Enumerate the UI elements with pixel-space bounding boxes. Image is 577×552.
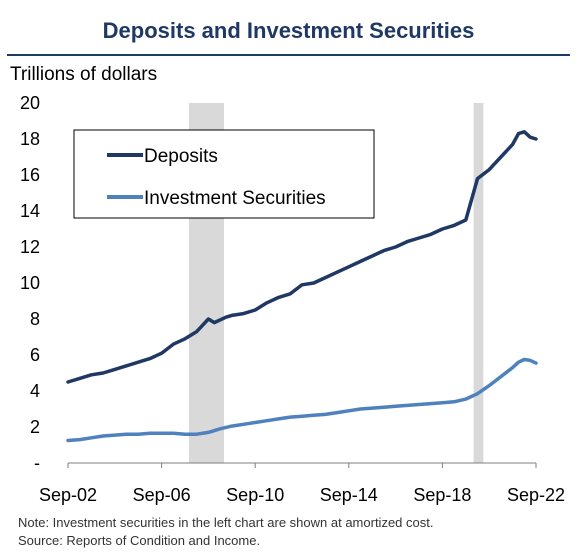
y-tick-label: 12 xyxy=(20,237,40,257)
line-chart: - 2 4 6 8 10 12 14 16 18 20 Sep-02 Sep-06 Sep-10 Sep-1… xyxy=(20,93,565,505)
y-tick-label: 10 xyxy=(20,273,40,293)
y-tick-label: 8 xyxy=(30,309,40,329)
recession-band-2 xyxy=(473,103,484,463)
legend-box xyxy=(73,129,375,219)
axes: - 2 4 6 8 10 12 14 16 18 20 Sep-02 Sep-06 Sep-10 Sep-1… xyxy=(20,93,565,505)
chart-title: Deposits and Investment Securities xyxy=(102,18,475,43)
series-line-deposits xyxy=(66,130,538,384)
legend-label-deposits: Deposits xyxy=(144,146,218,167)
series-lines xyxy=(66,130,538,443)
x-tick-label: Sep-18 xyxy=(413,485,471,505)
footnotes: Note: Investment securities in the left … xyxy=(18,514,433,550)
y-tick-label: 14 xyxy=(20,201,40,221)
x-tick-label: Sep-10 xyxy=(226,485,284,505)
y-tick-label: 6 xyxy=(30,345,40,365)
y-tick-label: - xyxy=(34,453,40,473)
x-tick-label: Sep-22 xyxy=(507,485,565,505)
y-tick-label: 4 xyxy=(30,381,40,401)
y-tick-label: 16 xyxy=(20,165,40,185)
x-tick-label: Sep-14 xyxy=(320,485,378,505)
x-tick-label: Sep-02 xyxy=(39,485,97,505)
title-underline xyxy=(7,54,570,56)
y-tick-label: 2 xyxy=(30,417,40,437)
x-tick-label: Sep-06 xyxy=(133,485,191,505)
footnote-source: Source: Reports of Condition and Income. xyxy=(18,533,261,548)
legend: Deposits Investment Securities xyxy=(73,129,375,219)
y-tick-label: 18 xyxy=(20,129,40,149)
footnote-note: Note: Investment securities in the left … xyxy=(18,515,434,530)
y-axis-unit-label: Trillions of dollars xyxy=(10,64,158,85)
legend-label-investment-securities: Investment Securities xyxy=(144,188,326,209)
y-tick-label: 20 xyxy=(20,93,40,113)
title-bar: Deposits and Investment Securities xyxy=(0,0,577,62)
series-line-investment-securities xyxy=(66,357,538,443)
